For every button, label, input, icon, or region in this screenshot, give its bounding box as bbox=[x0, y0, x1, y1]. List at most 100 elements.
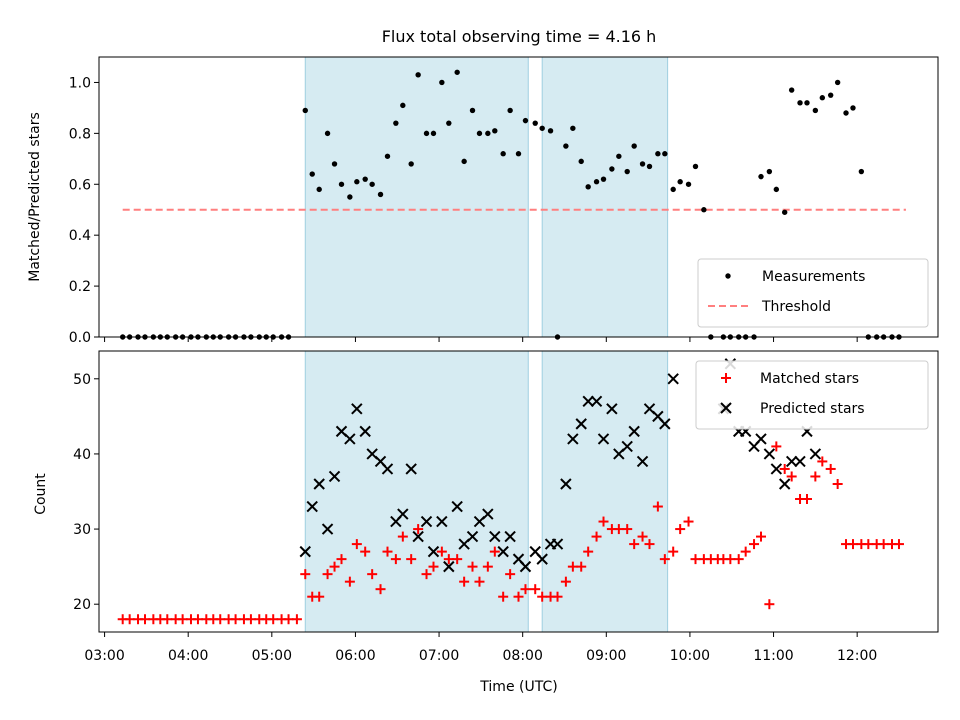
chart-title: Flux total observing time = 4.16 h bbox=[382, 27, 657, 46]
bottom-point-matched-stars bbox=[291, 614, 302, 625]
marker-stroke bbox=[405, 463, 417, 475]
marker-stroke bbox=[466, 530, 479, 543]
bottom-point-predicted-stars bbox=[763, 448, 776, 460]
bottom-point-predicted-stars bbox=[778, 478, 791, 490]
marker-stroke bbox=[597, 433, 610, 445]
bottom-point-predicted-stars bbox=[755, 433, 767, 445]
bottom-point-matched-stars bbox=[825, 463, 836, 474]
bottom-point-predicted-stars bbox=[560, 478, 572, 490]
top-point-measurements bbox=[646, 163, 653, 170]
top-point-measurements bbox=[578, 158, 584, 165]
bottom-point-matched-stars bbox=[215, 614, 226, 625]
bottom-point-matched-stars bbox=[124, 614, 135, 625]
bottom-point-matched-stars bbox=[421, 569, 432, 580]
top-legend-box bbox=[697, 258, 929, 328]
top-plot-frame bbox=[98, 56, 939, 338]
bottom-point-predicted-stars bbox=[628, 425, 640, 438]
top-point-measurements bbox=[624, 168, 630, 175]
bottom-point-predicted-stars bbox=[306, 500, 318, 513]
bottom-point-matched-stars bbox=[268, 614, 279, 625]
top-point-measurements bbox=[354, 179, 360, 185]
bottom-point-matched-stars bbox=[367, 569, 378, 580]
top-point-measurements bbox=[639, 161, 646, 167]
top-y-tick-label: 0.6 bbox=[69, 177, 91, 193]
top-point-measurements bbox=[377, 191, 384, 198]
bottom-point-matched-stars bbox=[675, 524, 686, 535]
marker-stroke bbox=[529, 545, 541, 558]
bottom-point-matched-stars bbox=[764, 599, 775, 610]
bottom-point-predicted-stars bbox=[636, 455, 649, 468]
top-point-measurements bbox=[302, 107, 308, 114]
bottom-point-matched-stars bbox=[336, 554, 347, 565]
marker-stroke bbox=[366, 448, 378, 460]
bottom-point-matched-stars bbox=[406, 554, 417, 565]
top-point-measurements bbox=[539, 125, 545, 131]
bottom-point-predicted-stars bbox=[443, 560, 455, 573]
top-point-measurements bbox=[369, 181, 375, 187]
top-point-measurements bbox=[408, 161, 414, 167]
bottom-point-matched-stars bbox=[467, 561, 478, 572]
top-point-measurements bbox=[858, 168, 865, 175]
bottom-point-matched-stars bbox=[893, 539, 904, 550]
bottom-observing-window-2 bbox=[541, 350, 669, 633]
top-point-measurements bbox=[309, 171, 315, 177]
marker-stroke bbox=[313, 478, 325, 490]
bottom-point-predicted-stars bbox=[621, 440, 633, 453]
top-panel: 0.0 0.2 0.4 0.6 0.8 1.0 Measurements Threshold bbox=[69, 56, 939, 346]
bottom-point-matched-stars bbox=[482, 561, 493, 572]
marker-stroke bbox=[497, 545, 509, 558]
marker-stroke bbox=[420, 515, 433, 528]
top-point-measurements bbox=[797, 100, 803, 106]
marker-stroke bbox=[443, 560, 455, 573]
bottom-x-tick-label: 12:00 bbox=[837, 648, 877, 664]
bottom-point-matched-stars bbox=[245, 614, 256, 625]
bottom-x-tick-label: 09:00 bbox=[586, 648, 626, 664]
bottom-point-matched-stars bbox=[300, 569, 311, 580]
marker-stroke bbox=[770, 463, 783, 475]
marker-stroke bbox=[519, 560, 532, 573]
bottom-y-tick-label: 20 bbox=[73, 597, 91, 613]
top-point-measurements bbox=[500, 151, 506, 157]
bottom-point-predicted-stars bbox=[489, 530, 501, 543]
top-point-measurements bbox=[563, 143, 569, 149]
bottom-point-matched-stars bbox=[622, 524, 633, 535]
top-point-measurements bbox=[692, 163, 699, 170]
bottom-point-predicted-stars bbox=[321, 523, 334, 535]
bottom-point-matched-stars bbox=[810, 471, 821, 482]
marker-stroke bbox=[328, 470, 341, 483]
bottom-point-matched-stars bbox=[177, 614, 188, 625]
bottom-point-matched-stars bbox=[443, 554, 454, 565]
bottom-point-predicted-stars bbox=[397, 508, 409, 520]
marker-stroke bbox=[794, 455, 806, 468]
marker-stroke bbox=[560, 478, 572, 490]
top-point-measurements bbox=[338, 181, 345, 187]
marker-stroke bbox=[785, 455, 798, 468]
bottom-point-matched-stars bbox=[520, 584, 531, 595]
marker-stroke bbox=[606, 403, 618, 415]
top-point-measurements bbox=[827, 92, 834, 98]
bottom-point-matched-stars bbox=[552, 591, 563, 602]
bottom-point-matched-stars bbox=[230, 614, 241, 625]
marker-stroke bbox=[482, 508, 494, 520]
bottom-point-predicted-stars bbox=[597, 433, 610, 445]
top-point-measurements bbox=[547, 128, 554, 134]
bottom-point-predicted-stars bbox=[299, 545, 311, 558]
bottom-point-predicted-stars bbox=[344, 433, 356, 445]
top-point-measurements bbox=[850, 105, 856, 111]
bottom-point-matched-stars bbox=[452, 554, 463, 565]
bottom-point-matched-stars bbox=[576, 561, 587, 572]
bottom-point-predicted-stars bbox=[328, 470, 341, 483]
top-point-measurements bbox=[773, 186, 780, 193]
marker-stroke bbox=[755, 433, 767, 445]
marker-stroke bbox=[809, 448, 822, 460]
bottom-point-matched-stars bbox=[690, 554, 701, 565]
top-point-measurements bbox=[819, 95, 826, 101]
bottom-point-predicted-stars bbox=[351, 403, 363, 415]
bottom-point-predicted-stars bbox=[785, 455, 798, 468]
top-point-measurements bbox=[758, 173, 764, 180]
bottom-legend-marker bbox=[721, 373, 731, 383]
bottom-point-predicted-stars bbox=[606, 403, 618, 415]
bottom-point-predicted-stars bbox=[770, 463, 783, 475]
top-point-measurements bbox=[600, 176, 607, 182]
bottom-point-matched-stars bbox=[139, 614, 150, 625]
